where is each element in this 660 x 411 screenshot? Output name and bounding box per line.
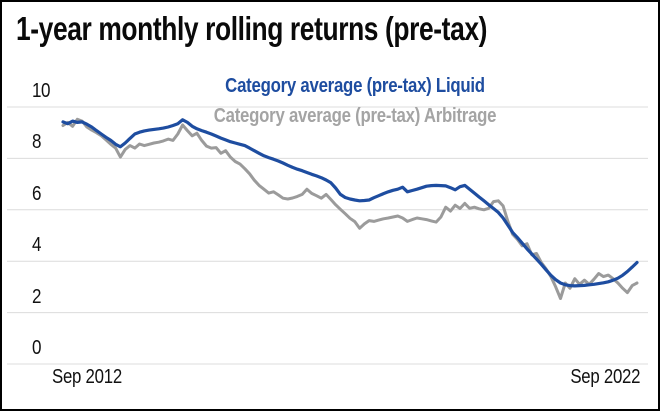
y-tick-label: 8 [32, 131, 42, 154]
y-tick-label: 10 [32, 80, 51, 102]
arbitrage-line [61, 117, 639, 300]
liquid-line [61, 118, 639, 288]
y-tick-label: 2 [32, 285, 42, 308]
y-tick-label: 0 [32, 337, 42, 359]
y-tick-label: 6 [32, 182, 42, 205]
y-tick-label: 4 [32, 234, 42, 257]
legend-liquid: Category average (pre-tax) Liquid [225, 75, 485, 97]
x-tick-end: Sep 2022 [570, 366, 640, 388]
legend-arbitrage: Category average (pre-tax) Arbitrage [213, 105, 497, 127]
x-tick-start: Sep 2012 [52, 366, 122, 388]
chart-title: 1-year monthly rolling returns (pre-tax) [16, 10, 488, 47]
